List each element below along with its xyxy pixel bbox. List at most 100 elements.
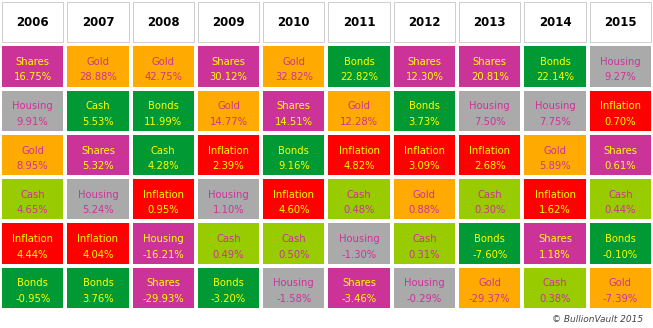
- Text: Cash: Cash: [608, 190, 633, 200]
- Text: -0.10%: -0.10%: [603, 250, 638, 260]
- Bar: [198, 268, 259, 308]
- Bar: [459, 268, 520, 308]
- Bar: [2, 223, 63, 264]
- Text: 2013: 2013: [473, 16, 506, 29]
- Bar: [198, 2, 259, 42]
- Bar: [524, 91, 586, 131]
- Bar: [524, 268, 586, 308]
- Text: Inflation: Inflation: [339, 146, 379, 155]
- Bar: [590, 179, 651, 219]
- Bar: [263, 268, 325, 308]
- Text: 9.16%: 9.16%: [278, 161, 310, 171]
- Text: Inflation: Inflation: [78, 234, 118, 244]
- Text: 28.88%: 28.88%: [79, 72, 117, 83]
- Bar: [328, 46, 390, 87]
- Bar: [394, 2, 455, 42]
- Bar: [198, 135, 259, 175]
- Text: Cash: Cash: [216, 234, 241, 244]
- Text: 7.75%: 7.75%: [539, 117, 571, 127]
- Text: Bonds: Bonds: [409, 101, 440, 111]
- Text: Inflation: Inflation: [274, 190, 314, 200]
- Text: 2009: 2009: [212, 16, 245, 29]
- Text: 11.99%: 11.99%: [144, 117, 182, 127]
- Bar: [524, 179, 586, 219]
- Text: 3.09%: 3.09%: [409, 161, 440, 171]
- Text: Cash: Cash: [86, 101, 110, 111]
- Text: Gold: Gold: [543, 146, 567, 155]
- Text: 0.38%: 0.38%: [539, 294, 571, 304]
- Bar: [198, 179, 259, 219]
- Text: Bonds: Bonds: [474, 234, 505, 244]
- Text: Shares: Shares: [538, 234, 572, 244]
- Bar: [67, 2, 129, 42]
- Text: -1.58%: -1.58%: [276, 294, 311, 304]
- Text: 32.82%: 32.82%: [275, 72, 313, 83]
- Text: Housing: Housing: [339, 234, 379, 244]
- Text: Housing: Housing: [404, 278, 445, 288]
- Text: 4.04%: 4.04%: [82, 250, 114, 260]
- Text: Shares: Shares: [212, 57, 246, 67]
- Bar: [263, 223, 325, 264]
- Bar: [459, 135, 520, 175]
- Text: Housing: Housing: [208, 190, 249, 200]
- Text: 0.50%: 0.50%: [278, 250, 310, 260]
- Text: Shares: Shares: [277, 101, 311, 111]
- Text: Gold: Gold: [217, 101, 240, 111]
- Text: Gold: Gold: [347, 101, 371, 111]
- Text: Housing: Housing: [143, 234, 183, 244]
- Text: Shares: Shares: [407, 57, 441, 67]
- Bar: [2, 91, 63, 131]
- Text: 2014: 2014: [539, 16, 571, 29]
- Text: 4.82%: 4.82%: [343, 161, 375, 171]
- Bar: [2, 179, 63, 219]
- Text: Cash: Cash: [347, 190, 372, 200]
- Text: Bonds: Bonds: [539, 57, 571, 67]
- Text: 5.89%: 5.89%: [539, 161, 571, 171]
- Bar: [67, 223, 129, 264]
- Text: 42.75%: 42.75%: [144, 72, 182, 83]
- Bar: [394, 46, 455, 87]
- Text: 4.60%: 4.60%: [278, 205, 310, 215]
- Text: Inflation: Inflation: [208, 146, 249, 155]
- Bar: [328, 223, 390, 264]
- Text: Housing: Housing: [600, 57, 641, 67]
- Bar: [67, 135, 129, 175]
- Text: 1.18%: 1.18%: [539, 250, 571, 260]
- Text: Shares: Shares: [473, 57, 507, 67]
- Bar: [2, 135, 63, 175]
- Text: Bonds: Bonds: [278, 146, 310, 155]
- Text: Housing: Housing: [78, 190, 118, 200]
- Text: Housing: Housing: [12, 101, 53, 111]
- Text: Gold: Gold: [86, 57, 110, 67]
- Text: Shares: Shares: [603, 146, 637, 155]
- Bar: [590, 223, 651, 264]
- Text: 12.30%: 12.30%: [406, 72, 443, 83]
- Text: Bonds: Bonds: [17, 278, 48, 288]
- Text: -0.95%: -0.95%: [15, 294, 50, 304]
- Bar: [524, 223, 586, 264]
- Text: Shares: Shares: [146, 278, 180, 288]
- Bar: [590, 268, 651, 308]
- Text: 5.53%: 5.53%: [82, 117, 114, 127]
- Text: 12.28%: 12.28%: [340, 117, 378, 127]
- Text: Cash: Cash: [20, 190, 45, 200]
- Text: 2007: 2007: [82, 16, 114, 29]
- Text: 16.75%: 16.75%: [14, 72, 52, 83]
- Text: -3.20%: -3.20%: [211, 294, 246, 304]
- Text: 9.91%: 9.91%: [17, 117, 48, 127]
- Text: Housing: Housing: [470, 101, 510, 111]
- Bar: [590, 46, 651, 87]
- Text: 0.48%: 0.48%: [343, 205, 375, 215]
- Text: 0.49%: 0.49%: [213, 250, 244, 260]
- Text: 4.44%: 4.44%: [17, 250, 48, 260]
- Text: 8.95%: 8.95%: [17, 161, 48, 171]
- Bar: [133, 46, 194, 87]
- Bar: [524, 135, 586, 175]
- Bar: [459, 2, 520, 42]
- Bar: [459, 46, 520, 87]
- Bar: [394, 179, 455, 219]
- Text: 0.30%: 0.30%: [474, 205, 505, 215]
- Bar: [198, 223, 259, 264]
- Text: Cash: Cash: [281, 234, 306, 244]
- Bar: [2, 46, 63, 87]
